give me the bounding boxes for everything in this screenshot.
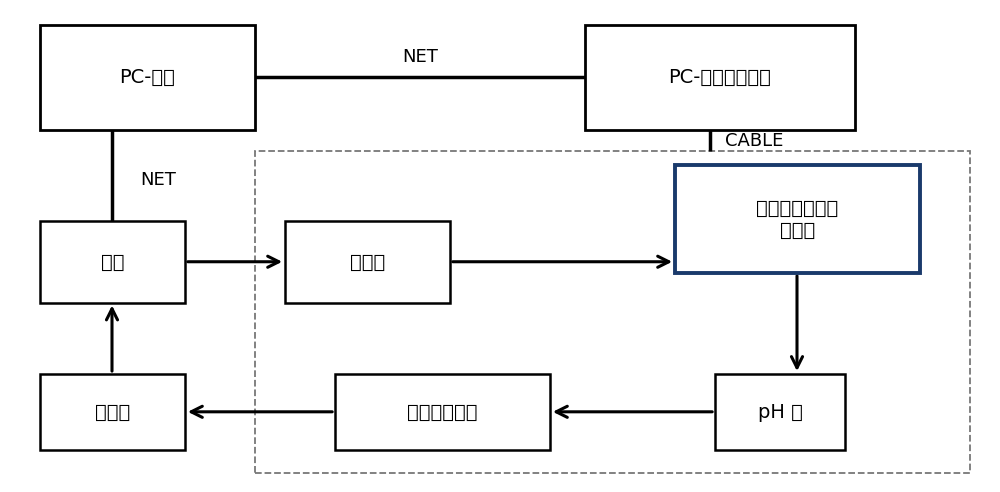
Bar <box>285 221 450 303</box>
Text: 染缸: 染缸 <box>101 252 124 272</box>
Text: PC-数据监测装置: PC-数据监测装置 <box>669 68 771 87</box>
Text: NET: NET <box>140 171 176 188</box>
Text: 电导率测试仪: 电导率测试仪 <box>407 402 478 422</box>
Bar <box>585 25 855 130</box>
Text: 冷却池: 冷却池 <box>350 252 385 272</box>
Text: pH 计: pH 计 <box>758 402 802 422</box>
Text: PC-染缸: PC-染缸 <box>120 68 175 87</box>
Text: 抽液泵: 抽液泵 <box>95 402 130 422</box>
Bar <box>255 151 970 473</box>
Bar <box>40 221 185 303</box>
Bar <box>40 374 185 450</box>
Text: 带流动池的分光
光度计: 带流动池的分光 光度计 <box>756 198 839 240</box>
Bar <box>335 374 550 450</box>
Bar <box>40 25 255 130</box>
Text: CABLE: CABLE <box>725 132 783 150</box>
Bar <box>675 165 920 273</box>
Text: NET: NET <box>402 48 438 65</box>
Bar <box>715 374 845 450</box>
